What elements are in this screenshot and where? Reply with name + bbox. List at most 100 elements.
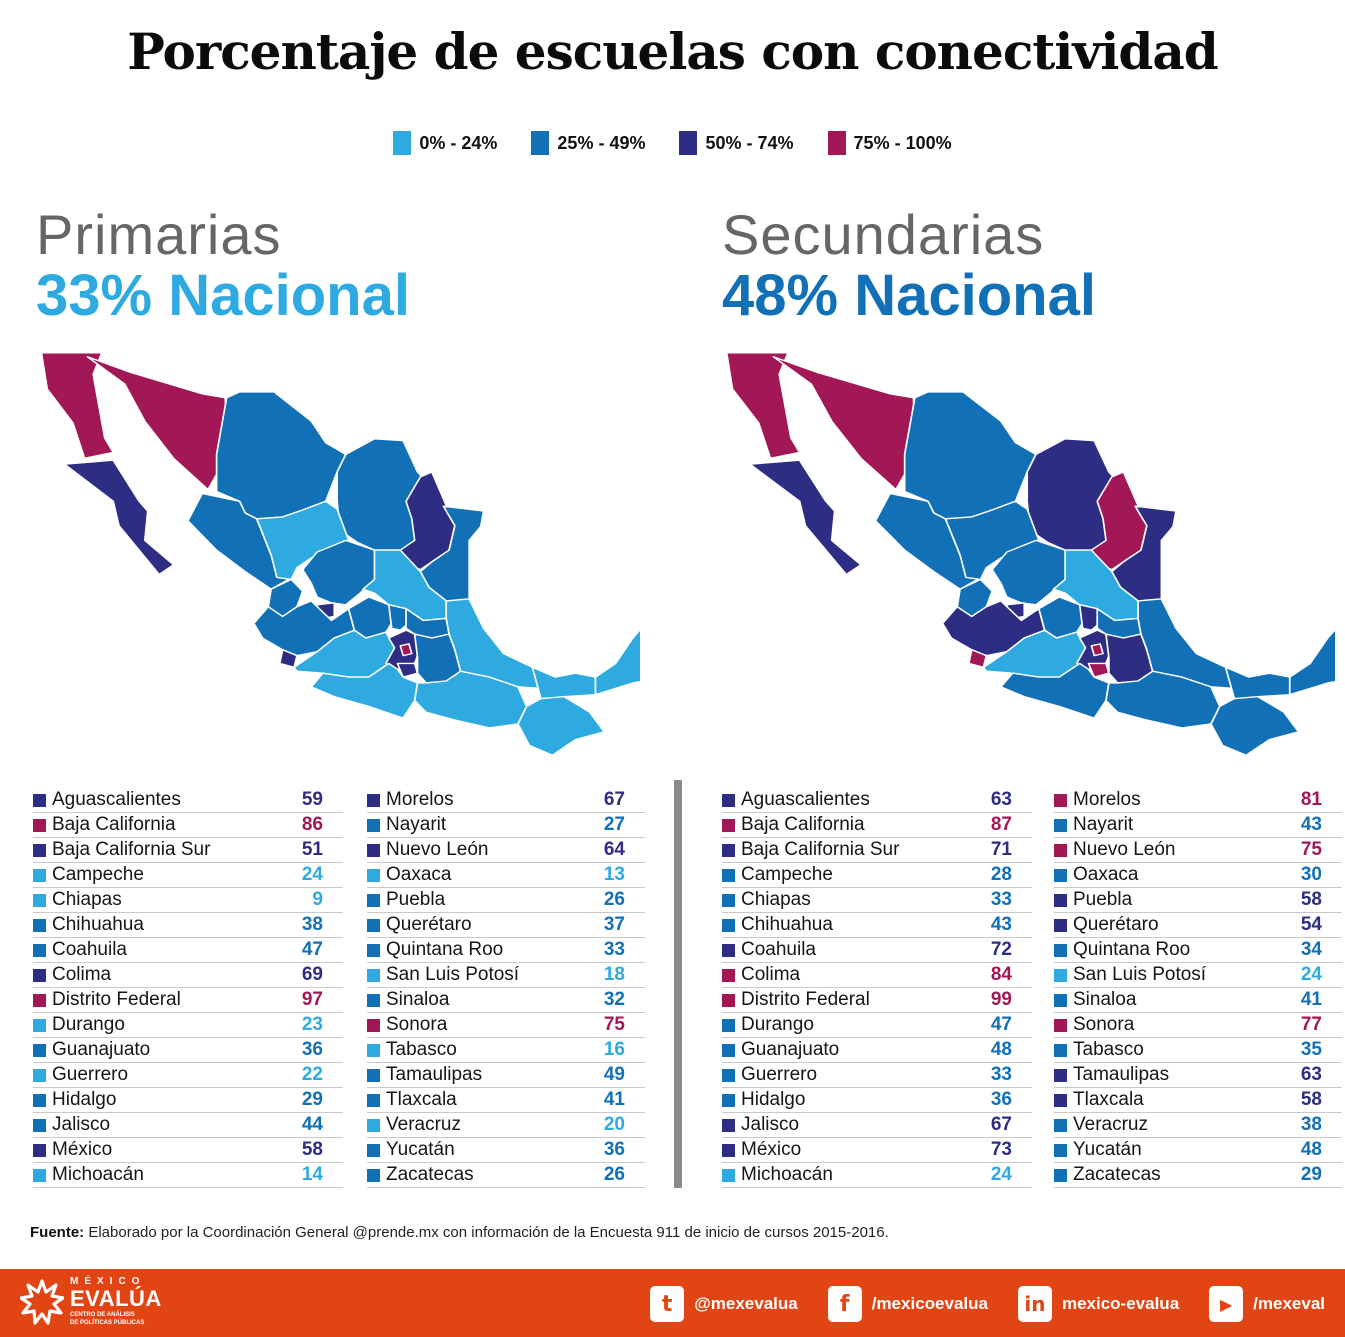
table-row: Yucatán 48 bbox=[1054, 1138, 1342, 1163]
category-color-square bbox=[722, 918, 735, 932]
state-name: Puebla bbox=[386, 889, 446, 910]
social-links: t @mexevalua f/mexicoevalua in mexico-evalua… bbox=[650, 1286, 1325, 1322]
source-text: Elaborado por la Coordinación General @p… bbox=[84, 1224, 889, 1241]
category-color-square bbox=[367, 1093, 380, 1107]
category-color-square bbox=[722, 1043, 735, 1057]
mexico-evalua-logo[interactable]: MÉXICO EVALÚA CENTRO DE ANÁLISIS DE POLÍ… bbox=[20, 1277, 162, 1326]
state-value: 67 bbox=[990, 1114, 1012, 1135]
state-value: 36 bbox=[603, 1139, 625, 1160]
category-color-square bbox=[722, 1018, 735, 1032]
mexico-choropleth-svg bbox=[40, 352, 640, 756]
state-value: 58 bbox=[1300, 889, 1322, 910]
state-value: 24 bbox=[990, 1164, 1012, 1185]
state-name: Chiapas bbox=[52, 889, 122, 910]
state-value: 24 bbox=[1300, 964, 1322, 985]
category-color-square bbox=[33, 893, 46, 907]
source-label: Fuente: bbox=[30, 1224, 85, 1241]
state-name: Chiapas bbox=[741, 889, 811, 910]
social-link[interactable]: t @mexevalua bbox=[650, 1286, 798, 1322]
category-color-square bbox=[33, 1093, 46, 1107]
state-value: 69 bbox=[301, 964, 323, 985]
table-row: Aguascalientes 63 bbox=[722, 788, 1032, 813]
state-name: Colima bbox=[741, 964, 801, 985]
table-row: Guanajuato 36 bbox=[33, 1038, 343, 1063]
category-color-square bbox=[1054, 1093, 1067, 1107]
state-name: Yucatán bbox=[1073, 1139, 1142, 1160]
table-row: Baja California Sur 51 bbox=[33, 838, 343, 863]
source-note: Fuente: Elaborado por la Coordinación Ge… bbox=[30, 1224, 889, 1241]
state-value: 75 bbox=[603, 1014, 625, 1035]
table-row: México 73 bbox=[722, 1138, 1032, 1163]
category-color-square bbox=[1054, 893, 1067, 907]
state-region bbox=[63, 459, 175, 576]
state-name: México bbox=[52, 1139, 113, 1160]
social-link[interactable]: in mexico-evalua bbox=[1017, 1286, 1179, 1322]
table-row: Chihuahua 38 bbox=[33, 913, 343, 938]
state-name: Morelos bbox=[386, 789, 454, 810]
legend-label: 75% - 100% bbox=[853, 132, 952, 153]
category-color-square bbox=[367, 943, 380, 957]
category-color-square bbox=[33, 1168, 46, 1182]
table-row: México 58 bbox=[33, 1138, 343, 1163]
state-region bbox=[1105, 670, 1221, 729]
category-color-square bbox=[722, 818, 735, 832]
table-row: San Luis Potosí 18 bbox=[367, 963, 645, 988]
table-row: Puebla 26 bbox=[367, 888, 645, 913]
category-color-square bbox=[1054, 793, 1067, 807]
state-name: Chihuahua bbox=[52, 914, 144, 935]
category-color-square bbox=[722, 993, 735, 1007]
state-name: Colima bbox=[52, 964, 112, 985]
legend-label: 50% - 74% bbox=[705, 132, 794, 153]
state-value: 33 bbox=[603, 939, 625, 960]
table-row: Sonora 75 bbox=[367, 1013, 645, 1038]
category-color-square bbox=[1054, 1068, 1067, 1082]
state-value: 47 bbox=[301, 939, 323, 960]
state-value: 20 bbox=[603, 1114, 625, 1135]
state-value: 59 bbox=[301, 789, 323, 810]
state-value: 34 bbox=[1300, 939, 1322, 960]
social-link[interactable]: ▶ /mexeval bbox=[1209, 1286, 1325, 1322]
state-name: Nayarit bbox=[386, 814, 447, 835]
legend-swatch bbox=[679, 131, 698, 155]
state-value: 87 bbox=[990, 814, 1012, 835]
legend: 0% - 24% 25% - 49% 50% - 74% 75% - 100% bbox=[0, 131, 1345, 155]
category-color-square bbox=[33, 918, 46, 932]
state-value: 29 bbox=[1300, 1164, 1322, 1185]
table-row: Michoacán 14 bbox=[33, 1163, 343, 1188]
category-color-square bbox=[1054, 868, 1067, 882]
state-value: 33 bbox=[990, 1064, 1012, 1085]
state-value: 9 bbox=[312, 889, 323, 910]
state-name: Tabasco bbox=[386, 1039, 457, 1060]
state-name: Baja California bbox=[52, 814, 176, 835]
state-value: 99 bbox=[990, 989, 1012, 1010]
state-region bbox=[399, 643, 413, 657]
state-value: 36 bbox=[301, 1039, 323, 1060]
logo-subtitle-1: CENTRO DE ANÁLISIS bbox=[70, 1312, 135, 1318]
state-value: 75 bbox=[1300, 839, 1322, 860]
secundarias-national: 48% Nacional bbox=[722, 263, 1096, 328]
table-row: Chihuahua 43 bbox=[722, 913, 1032, 938]
state-region bbox=[1137, 598, 1250, 690]
category-color-square bbox=[367, 868, 380, 882]
state-value: 63 bbox=[1300, 1064, 1322, 1085]
state-name: Querétaro bbox=[386, 914, 472, 935]
legend-swatch bbox=[531, 131, 550, 155]
table-row: Guanajuato 48 bbox=[722, 1038, 1032, 1063]
category-color-square bbox=[33, 943, 46, 957]
state-name: México bbox=[741, 1139, 802, 1160]
category-color-square bbox=[33, 818, 46, 832]
category-color-square bbox=[367, 818, 380, 832]
table-row: Chiapas 9 bbox=[33, 888, 343, 913]
state-value: 36 bbox=[990, 1089, 1012, 1110]
category-color-square bbox=[722, 868, 735, 882]
state-name: Coahuila bbox=[741, 939, 816, 960]
category-color-square bbox=[722, 843, 735, 857]
state-value: 38 bbox=[1300, 1114, 1322, 1135]
category-color-square bbox=[367, 1143, 380, 1157]
table-column: Morelos 67 Nayarit 27 Nuevo León 64 Oaxaca 13 Pu… bbox=[367, 788, 645, 1188]
state-value: 30 bbox=[1300, 864, 1322, 885]
facebook-icon: f bbox=[827, 1286, 862, 1322]
state-value: 41 bbox=[603, 1089, 625, 1110]
state-value: 77 bbox=[1300, 1014, 1322, 1035]
social-link[interactable]: f/mexicoevalua bbox=[827, 1286, 988, 1322]
